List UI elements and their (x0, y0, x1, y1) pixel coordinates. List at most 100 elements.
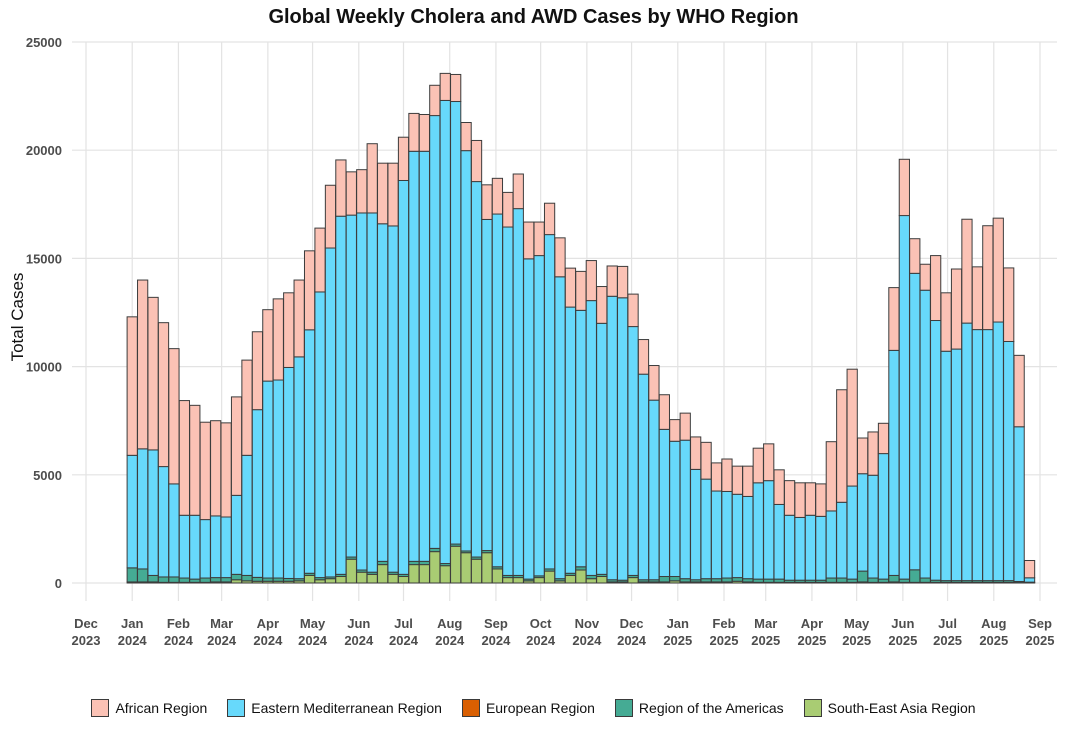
bar-segment (763, 443, 775, 482)
bar-segment (178, 514, 190, 579)
x-tick-label: Feb 2025 (710, 616, 739, 648)
y-tick-label: 20000 (26, 143, 62, 158)
bar-segment (950, 348, 963, 582)
bar-segment (669, 576, 681, 582)
bar-segment (940, 350, 952, 582)
bar-segment (700, 478, 712, 580)
bar-segment (523, 221, 535, 260)
bar-segment (137, 568, 149, 583)
bar-segment (1023, 577, 1036, 583)
bar-segment (783, 480, 796, 516)
bar-segment (345, 214, 357, 558)
bar-segment (450, 545, 462, 584)
bar-segment (867, 431, 879, 476)
x-tick-label: Sep 2024 (481, 616, 511, 648)
bar-segment (564, 574, 577, 584)
bar-segment (617, 297, 629, 581)
bar-segment (575, 569, 587, 584)
x-tick-label: Dec 2024 (617, 616, 647, 648)
bar-segment (679, 412, 691, 441)
bar-segment (815, 483, 827, 517)
y-tick-label: 25000 (26, 35, 62, 50)
legend-item: European Region (461, 699, 595, 717)
bar-segment (418, 150, 430, 562)
bar-segment (742, 495, 754, 580)
bar-segment (773, 503, 785, 580)
bar-segment (366, 212, 378, 573)
bar-segment (272, 379, 284, 579)
bar-segment (450, 101, 462, 545)
bar-segment (1013, 354, 1025, 428)
legend-swatch (614, 699, 633, 717)
legend-label: European Region (485, 700, 595, 716)
bar-segment (199, 519, 211, 579)
bar-segment (345, 558, 357, 584)
bar-segment (690, 436, 702, 470)
x-tick-label: Jul 2025 (933, 616, 962, 648)
bar-segment (418, 113, 430, 152)
bar-segment (324, 578, 337, 584)
bar-segment (794, 516, 806, 581)
bar-segment (794, 482, 806, 518)
bar-segment (543, 234, 556, 570)
x-tick-label: Jun 2025 (888, 616, 917, 648)
bar-segment (971, 266, 984, 331)
bar-segment (408, 112, 420, 152)
bar-segment (491, 177, 504, 215)
bar-segment (418, 564, 430, 584)
bar-segment (700, 441, 712, 480)
bar-segment (992, 321, 1004, 582)
bar-segment (909, 272, 921, 571)
bar-segment (721, 577, 733, 583)
bar-segment (356, 212, 368, 571)
bar-segment (137, 279, 149, 450)
bar-segment (846, 368, 858, 487)
bar-segment (408, 564, 420, 584)
y-tick-label: 0 (55, 576, 62, 591)
bar-segment (512, 577, 524, 584)
bar-segment (783, 514, 796, 581)
bar-segment (658, 428, 670, 578)
y-axis-title: Total Cases (8, 273, 27, 362)
bar-segment (898, 215, 910, 580)
bar-segment (742, 465, 754, 497)
x-tick-label: Mar 2025 (751, 616, 780, 648)
bar-segment (606, 265, 618, 297)
bar-segment (961, 218, 973, 324)
bar-segment (429, 115, 441, 549)
legend-swatch (227, 699, 246, 717)
bar-segment (157, 576, 170, 583)
bar-segment (262, 380, 274, 579)
bar-segment (658, 394, 670, 430)
bar-segment (303, 574, 316, 584)
bar-segment (867, 577, 879, 583)
bar-segment (554, 276, 566, 580)
bar-segment (502, 577, 514, 584)
bar-segment (836, 501, 848, 579)
bar-segment (930, 320, 942, 581)
bar-segment (857, 473, 869, 572)
bar-segment (147, 296, 159, 451)
legend-swatch (803, 699, 822, 717)
bar-segment (460, 150, 472, 552)
bar-segment (564, 306, 577, 574)
x-tick-label: May 2024 (298, 616, 328, 648)
bar-segment (627, 293, 639, 328)
bar-segment (314, 291, 326, 579)
bar-segment (220, 422, 232, 518)
bar-segment (804, 482, 817, 516)
bar-segment (450, 73, 462, 103)
bar-segment (168, 348, 180, 485)
bar-segment (230, 494, 243, 575)
bar-segment (168, 576, 180, 583)
bar-segment (377, 564, 389, 584)
bar-segment (241, 454, 253, 576)
bar-segment (366, 143, 378, 214)
y-tick-label: 10000 (26, 360, 62, 375)
bar-segment (523, 258, 535, 580)
bar-segment (596, 576, 608, 584)
x-tick-label: Feb 2024 (164, 616, 194, 648)
bar-segment (241, 359, 253, 456)
bar-segment (637, 373, 650, 581)
bar-segment (836, 577, 848, 583)
